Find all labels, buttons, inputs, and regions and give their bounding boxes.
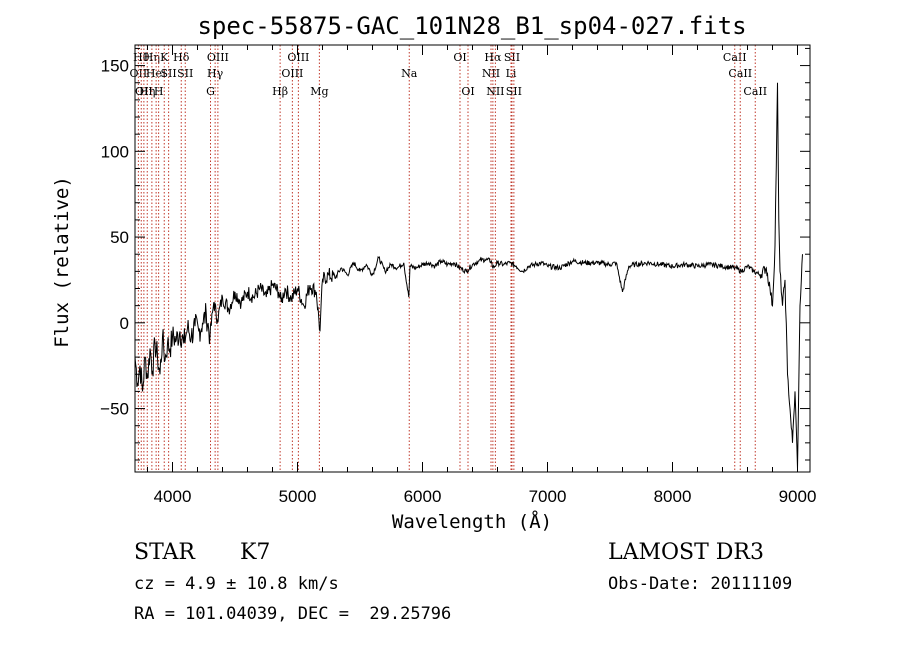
object-class: STAR	[134, 540, 195, 565]
y-axis-label: Flux (relative)	[51, 176, 73, 348]
line-marker-label: G	[206, 85, 215, 98]
line-marker-label: SII	[506, 85, 522, 98]
line-marker-label: Hη	[139, 85, 155, 98]
flux-series-line	[134, 82, 803, 469]
line-marker-label: OIII	[281, 67, 303, 80]
line-marker-label: OII	[135, 85, 153, 98]
y-tick-label: 150	[101, 57, 129, 76]
y-tick-label: 100	[101, 142, 129, 161]
x-tick-label: 5000	[279, 487, 317, 506]
line-marker-label: CaII	[728, 67, 752, 80]
line-marker-label: H	[154, 85, 164, 98]
line-marker-label: Mg	[310, 85, 328, 98]
line-marker-label: SII	[504, 51, 520, 64]
y-tick-label: 0	[120, 314, 129, 333]
line-marker-label: Na	[401, 67, 418, 80]
x-axis: 4000 5000 6000 7000 8000 9000	[147, 45, 817, 506]
redshift-velocity: cz = 4.9 ± 10.8 km/s	[134, 574, 339, 594]
x-axis-label: Wavelength (Å)	[392, 510, 552, 533]
x-tick-label: 8000	[654, 487, 692, 506]
line-marker-label: SII	[161, 67, 177, 80]
observation-date: Obs-Date: 20111109	[608, 574, 793, 594]
line-marker-label: OI	[461, 85, 474, 98]
plot-frame	[134, 44, 811, 473]
line-marker-label: OIII	[287, 51, 309, 64]
line-marker-label: Hδ	[173, 51, 190, 64]
line-marker-label: Hγ	[207, 67, 224, 80]
x-tick-label: 6000	[404, 487, 442, 506]
sky-coordinates: RA = 101.04039, DEC = 29.25796	[134, 604, 452, 624]
spectral-line-markers: OIIHθOIIHηHηHeIHKSIIHδSIIGHγOIIIHβOIIIOI…	[130, 45, 767, 472]
survey-name: LAMOST DR3	[608, 540, 764, 565]
line-marker-label: Li	[506, 67, 517, 80]
line-marker-label: Hα	[484, 51, 502, 64]
line-marker-label: OIII	[207, 51, 229, 64]
line-marker-label: Hη	[144, 51, 160, 64]
chart-title: spec-55875-GAC_101N28_B1_sp04-027.fits	[197, 12, 746, 40]
y-axis: −50 0 50 100 150	[100, 47, 810, 461]
line-marker-label: NII	[486, 85, 504, 98]
line-marker-label: Hβ	[272, 85, 288, 98]
x-tick-label: 7000	[529, 487, 567, 506]
line-marker-label: NII	[482, 67, 500, 80]
line-marker-label: Hθ	[133, 51, 150, 64]
line-marker-label: CaII	[723, 51, 747, 64]
line-marker-label: OI	[453, 51, 466, 64]
spectral-subclass: K7	[240, 540, 271, 565]
line-marker-label: CaII	[743, 85, 767, 98]
x-tick-label: 4000	[154, 487, 192, 506]
line-marker-label: OII	[130, 67, 148, 80]
x-tick-label: 9000	[779, 487, 817, 506]
y-tick-label: −50	[100, 400, 129, 419]
line-marker-label: HeI	[146, 67, 166, 80]
line-marker-label: SII	[177, 67, 193, 80]
y-tick-label: 50	[110, 228, 129, 247]
line-marker-label: K	[160, 51, 169, 64]
